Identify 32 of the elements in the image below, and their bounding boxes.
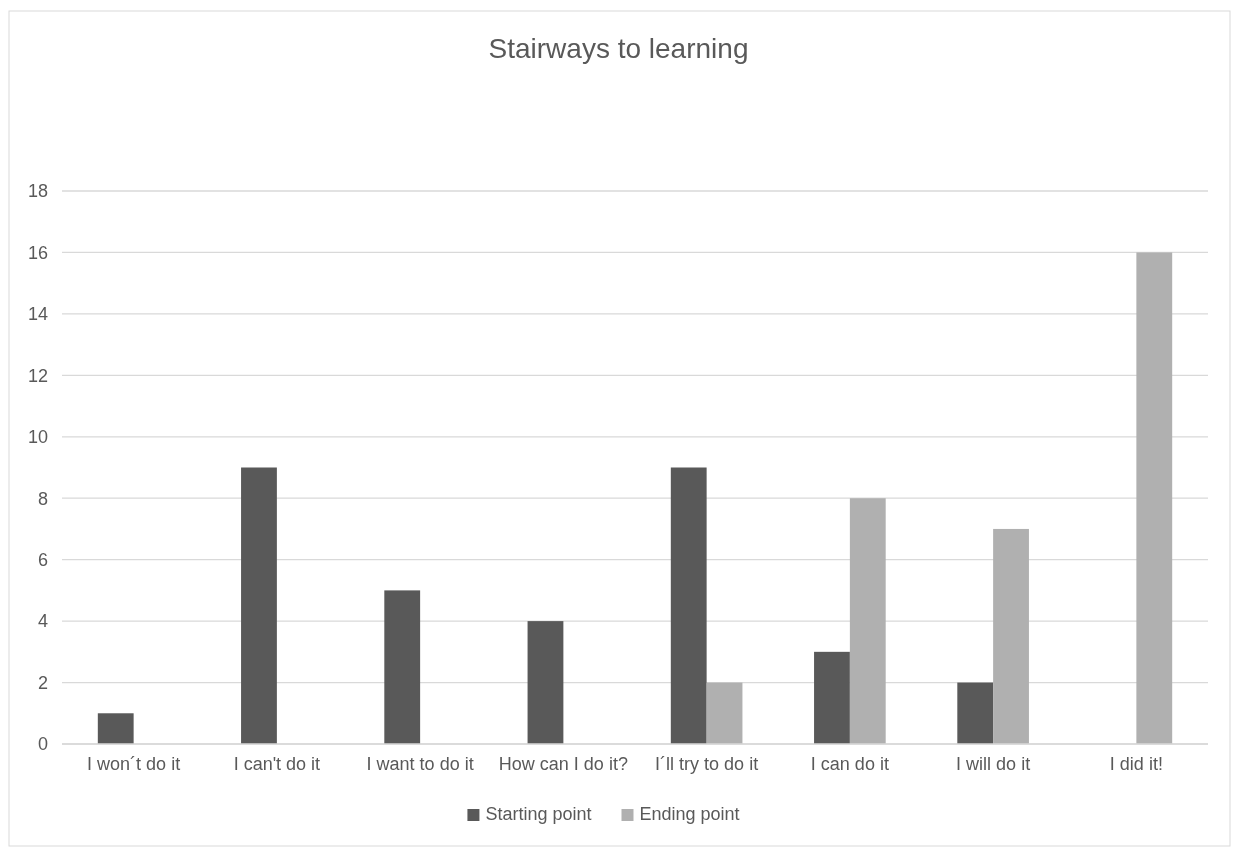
bar xyxy=(993,528,1029,744)
y-tick-label: 18 xyxy=(27,181,48,202)
x-tick-label: How can I do it? xyxy=(498,754,628,774)
bar xyxy=(1136,252,1173,744)
y-tick-label: 14 xyxy=(27,304,48,325)
bar xyxy=(241,467,277,744)
x-tick-label: I´ll try to do it xyxy=(655,754,759,774)
x-tick-label: I want to do it xyxy=(366,754,474,774)
legend-label: Ending point xyxy=(639,804,740,824)
y-tick-label: 10 xyxy=(27,427,48,448)
bar xyxy=(527,621,564,744)
y-tick-label: 6 xyxy=(37,549,48,570)
chart-title: Stairways to learning xyxy=(488,33,749,64)
y-tick-label: 4 xyxy=(37,611,48,632)
x-tick-label: I can do it xyxy=(810,754,889,774)
bar xyxy=(97,713,134,744)
bar xyxy=(706,682,743,744)
bar xyxy=(849,498,886,744)
legend-label: Starting point xyxy=(485,804,592,824)
x-tick-label: I won´t do it xyxy=(87,754,181,774)
y-tick-label: 16 xyxy=(27,242,48,263)
bar xyxy=(670,467,707,744)
bar xyxy=(814,651,850,744)
y-tick-label: 8 xyxy=(37,488,48,509)
y-tick-label: 12 xyxy=(27,365,48,386)
y-tick-label: 2 xyxy=(37,672,48,693)
bar xyxy=(384,590,421,744)
x-tick-label: I will do it xyxy=(956,754,1031,774)
bar xyxy=(957,682,994,744)
x-tick-label: I can't do it xyxy=(233,754,321,774)
x-tick-label: I did it! xyxy=(1109,754,1163,774)
y-tick-label: 0 xyxy=(37,734,48,755)
